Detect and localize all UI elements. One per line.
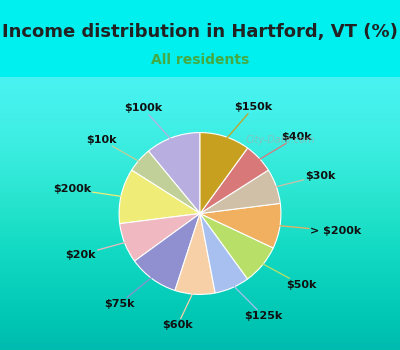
Wedge shape: [200, 148, 268, 214]
Text: City-Data.com: City-Data.com: [245, 135, 315, 145]
Text: > $200k: > $200k: [274, 225, 362, 236]
Text: $100k: $100k: [124, 103, 175, 144]
Wedge shape: [175, 214, 215, 294]
Text: $40k: $40k: [254, 132, 312, 162]
Text: $150k: $150k: [223, 102, 273, 143]
Wedge shape: [200, 214, 248, 293]
Wedge shape: [200, 203, 281, 248]
Wedge shape: [148, 133, 200, 214]
Text: $30k: $30k: [270, 171, 336, 188]
Text: $75k: $75k: [104, 274, 156, 309]
Text: $50k: $50k: [257, 261, 316, 290]
Wedge shape: [200, 133, 248, 214]
Text: All residents: All residents: [151, 52, 249, 66]
Text: $125k: $125k: [230, 282, 283, 321]
Text: Income distribution in Hartford, VT (%): Income distribution in Hartford, VT (%): [2, 22, 398, 41]
Text: $10k: $10k: [86, 135, 144, 164]
Text: $200k: $200k: [53, 184, 127, 197]
Wedge shape: [134, 214, 200, 290]
Wedge shape: [200, 214, 273, 279]
Text: $20k: $20k: [66, 241, 131, 260]
Wedge shape: [200, 170, 280, 214]
Wedge shape: [132, 151, 200, 214]
Wedge shape: [119, 170, 200, 224]
Wedge shape: [120, 214, 200, 261]
Text: $60k: $60k: [162, 288, 195, 330]
